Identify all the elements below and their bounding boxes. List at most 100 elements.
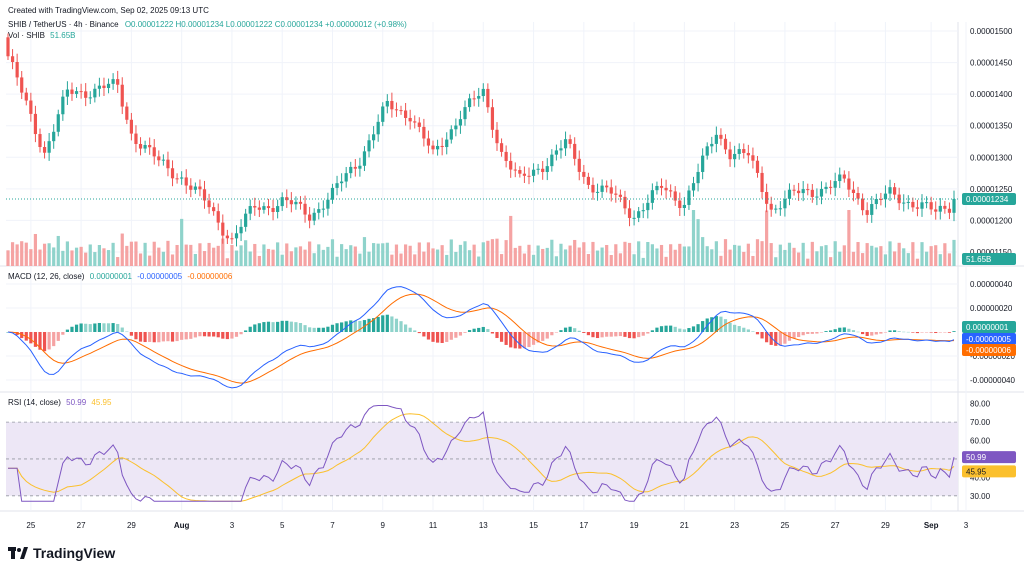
- time-tick-label: 27: [77, 521, 86, 530]
- volume-bar: [728, 249, 732, 266]
- macd-histogram-bar: [33, 332, 38, 347]
- symbol-legend[interactable]: SHIB / TetherUS · 4h · Binance O0.000012…: [8, 20, 407, 29]
- macd-histogram-bar: [888, 330, 892, 332]
- candle-body: [778, 208, 782, 210]
- volume-bar: [189, 244, 193, 266]
- macd-histogram-bar: [431, 332, 435, 342]
- volume-bar: [691, 210, 696, 266]
- time-tick-label: 7: [330, 521, 335, 530]
- macd-histogram-bar: [349, 320, 353, 332]
- macd-histogram-bar: [920, 332, 924, 333]
- candle-body: [481, 88, 485, 97]
- rsi-tick-label: 30.00: [970, 492, 991, 501]
- candle-body: [294, 201, 298, 205]
- volume-bar: [262, 244, 266, 266]
- volume-bar: [70, 250, 74, 266]
- macd-histogram-bar: [938, 332, 942, 333]
- price-tick-label: 0.00001300: [970, 153, 1013, 162]
- price-axis[interactable]: 0.00001500 0.00001450 0.00001400 0.00001350…: [970, 27, 1015, 501]
- rsi-title: RSI (14, close): [8, 398, 61, 407]
- macd-histogram-bar: [20, 332, 24, 339]
- volume-bar: [751, 255, 755, 266]
- volume-bar: [266, 248, 271, 266]
- volume-bar: [449, 239, 453, 266]
- macd-histogram-bar: [111, 323, 115, 332]
- volume-bar: [353, 246, 357, 266]
- symbol-title: SHIB / TetherUS · 4h · Binance: [8, 20, 119, 29]
- candle-body: [842, 174, 846, 179]
- macd-histogram-bar: [650, 330, 654, 332]
- candle-body: [765, 192, 769, 204]
- volume-bar: [289, 251, 293, 266]
- macd-histogram-bar: [586, 332, 590, 336]
- candle-body: [499, 143, 504, 152]
- volume-bar: [947, 253, 952, 266]
- volume-bar: [472, 244, 476, 266]
- volume-bar: [710, 249, 714, 266]
- candle-body: [733, 153, 737, 160]
- candle-body: [838, 174, 842, 182]
- macd-histogram-bar: [655, 327, 659, 332]
- macd-histogram-bar: [472, 328, 476, 332]
- time-axis[interactable]: 25 27 29 Aug 3 5 7 9 11 13 15 17 19 21 23 25 27 29 Sep 3: [26, 521, 968, 530]
- macd-histogram-bar: [924, 332, 929, 333]
- candle-body: [605, 185, 609, 188]
- candle-body: [467, 98, 472, 108]
- volume-bar: [330, 239, 335, 266]
- volume-bar: [806, 258, 810, 266]
- candle-body: [56, 114, 60, 132]
- macd-histogram-bar: [774, 332, 778, 346]
- volume-legend[interactable]: Vol · SHIB 51.65B: [8, 31, 76, 40]
- candle-body: [449, 129, 453, 140]
- volume-bar: [856, 242, 860, 266]
- candle-body: [326, 199, 330, 209]
- volume-bar: [833, 241, 837, 266]
- macd-badge-bg: [962, 321, 1016, 333]
- macd-histogram-bar: [426, 332, 431, 340]
- macd-histogram-bar: [202, 332, 207, 337]
- volume-bar: [481, 242, 485, 266]
- macd-histogram-bar: [449, 332, 453, 340]
- candle-body: [170, 168, 175, 179]
- macd-histogram-bar: [691, 326, 696, 332]
- volume-bar: [285, 243, 289, 266]
- volume-bar: [687, 246, 691, 266]
- candle-body: [225, 235, 229, 239]
- macd-histogram-bar: [129, 332, 133, 336]
- volume-bar: [755, 239, 760, 266]
- macd-histogram-bar: [499, 332, 504, 342]
- macd-histogram-bar: [929, 332, 933, 333]
- candle-body: [29, 100, 33, 114]
- macd-tick-label: -0.00000040: [970, 376, 1015, 385]
- macd-histogram-bar: [326, 326, 330, 332]
- candle-body: [545, 166, 549, 173]
- volume-bar: [673, 249, 677, 266]
- macd-legend[interactable]: MACD (12, 26, close) 0.00000001 -0.00000…: [8, 272, 232, 281]
- rsi-legend[interactable]: RSI (14, close) 50.99 45.95: [8, 398, 111, 407]
- candle-body: [340, 181, 344, 184]
- volume-bar: [705, 246, 709, 266]
- candle-body: [655, 185, 659, 191]
- volume-bar: [824, 245, 828, 266]
- rsi-pane: [6, 405, 958, 502]
- macd-histogram-bar: [134, 332, 138, 340]
- rsi-tick-label: 70.00: [970, 418, 991, 427]
- time-tick-label: 17: [579, 521, 588, 530]
- volume-bar: [143, 242, 147, 266]
- macd-histogram-bar: [335, 323, 339, 332]
- macd-histogram-bar: [161, 332, 165, 342]
- macd-histogram-bar: [618, 332, 622, 337]
- macd-histogram-bar: [554, 332, 559, 333]
- macd-histogram-bar: [271, 322, 275, 332]
- volume-bar: [276, 242, 280, 266]
- volume-bar: [280, 254, 284, 266]
- macd-histogram-bar: [623, 332, 627, 337]
- volume-bar: [924, 251, 929, 266]
- candle-body: [938, 205, 942, 212]
- candle-body: [308, 214, 312, 221]
- macd-histogram-bar: [394, 318, 399, 332]
- candle-body: [344, 173, 348, 182]
- macd-histogram-bar: [445, 332, 449, 342]
- macd-histogram-bar: [417, 332, 421, 334]
